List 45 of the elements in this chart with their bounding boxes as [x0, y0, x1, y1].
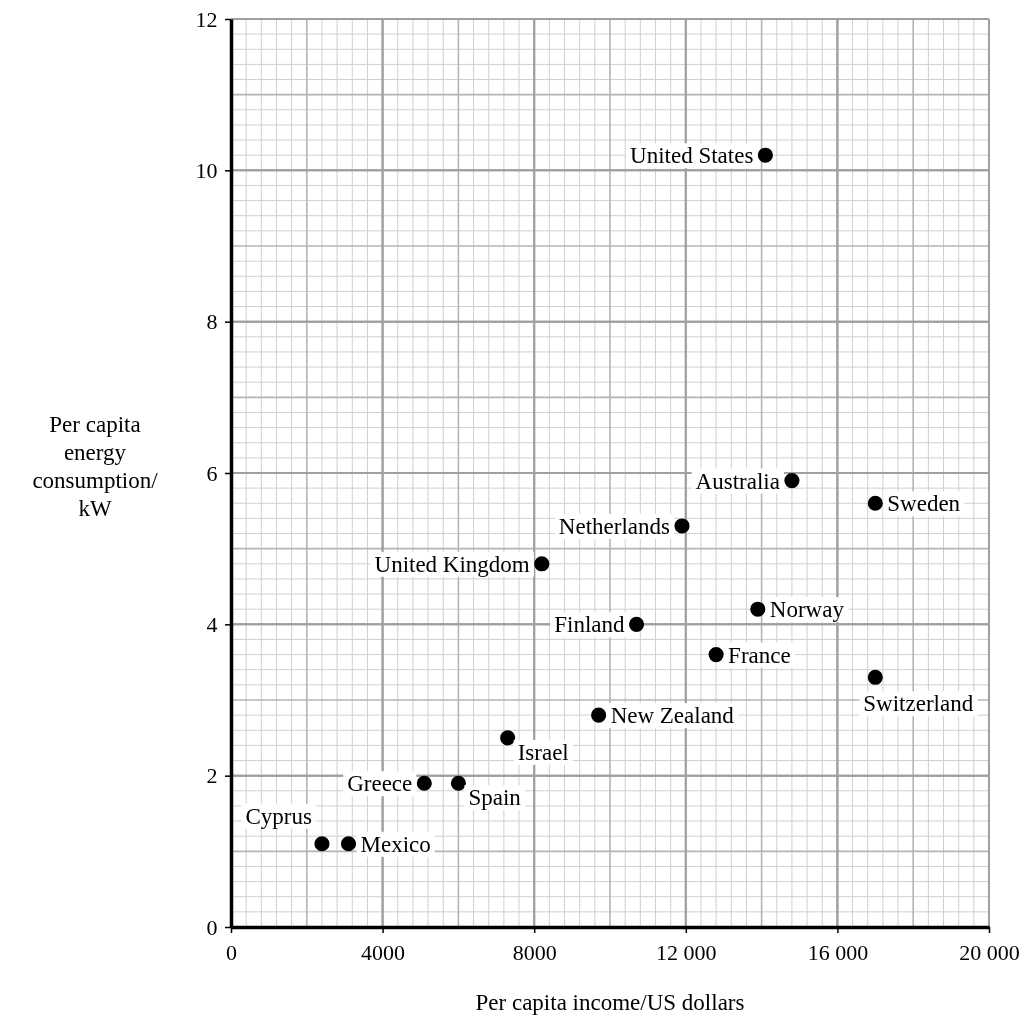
x-tick-label: 16 000 [807, 940, 869, 966]
point [591, 707, 607, 723]
point [628, 616, 645, 632]
point [757, 147, 773, 163]
x-axis-title: Per capita income/US dollars [475, 990, 745, 1015]
y-tick-label: 6 [206, 460, 218, 486]
annotation: Spain [468, 785, 522, 811]
annotation: United States [630, 143, 754, 169]
point [534, 556, 550, 572]
annotation: Australia [695, 468, 780, 494]
y-tick-label: 8 [206, 309, 218, 335]
point [708, 647, 724, 663]
annotation: Finland [554, 612, 626, 638]
x-tick-label: 4000 [361, 940, 406, 966]
point [340, 836, 357, 852]
annotation: Norway [769, 597, 845, 623]
point [867, 669, 883, 685]
point [784, 473, 800, 489]
point [750, 601, 766, 617]
point [867, 495, 883, 511]
y-tick-label: 12 [195, 6, 218, 32]
y-tick-label: 2 [206, 763, 218, 789]
y-tick-label: 0 [206, 914, 218, 940]
annotation: United Kingdom [374, 551, 530, 577]
x-tick-label: 0 [226, 940, 237, 966]
y-tick-label: 10 [195, 157, 218, 183]
point [314, 836, 330, 852]
x-tick-label: 8000 [512, 940, 557, 966]
annotation: Netherlands [558, 513, 671, 539]
annotation: France [728, 642, 791, 668]
annotation: Israel [517, 739, 569, 765]
annotation: Cyprus [245, 803, 313, 829]
annotation: Sweden [887, 491, 961, 517]
annotation: Greece [347, 771, 413, 797]
point [450, 775, 466, 791]
annotation: New Zealand [610, 703, 735, 729]
point [416, 775, 432, 791]
x-tick-label: 20 000 [959, 940, 1020, 966]
point [500, 730, 516, 746]
point [674, 518, 690, 534]
y-tick-label: 4 [206, 611, 218, 637]
y-axis-title: Per capita energy consumption/ kW [32, 412, 159, 521]
x-tick-label: 12 000 [656, 940, 717, 966]
annotation: Mexico [360, 831, 431, 857]
annotation: Switzerland [863, 691, 974, 717]
